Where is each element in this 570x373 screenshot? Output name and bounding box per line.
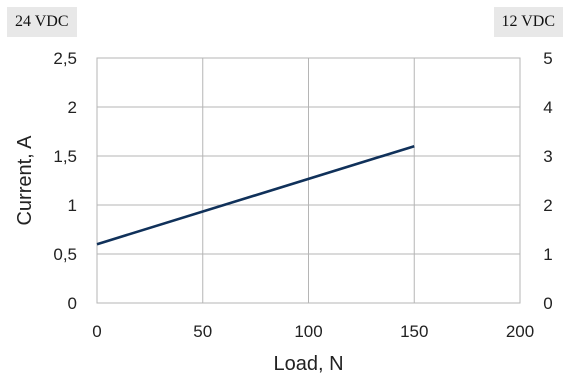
y-tick-label-left: 2,5 (53, 49, 77, 68)
series-layer (96, 144, 415, 246)
x-tick-label: 150 (400, 322, 428, 341)
y-tick-label-left: 1,5 (53, 147, 77, 166)
voltage-badge-12vdc: 12 VDC (493, 7, 563, 37)
y-tick-label-right: 2 (543, 196, 552, 215)
y-tick-label-right: 5 (543, 49, 552, 68)
x-tick-label: 200 (506, 322, 534, 341)
x-tick-label: 100 (294, 322, 322, 341)
y-tick-label-right: 4 (543, 98, 552, 117)
y-axis-label: Current, A (14, 135, 36, 226)
plot-area-frame (96, 57, 521, 304)
y-tick-label-left: 1 (68, 196, 77, 215)
tick-labels: 0 50 100 150 200 0 0,5 1 1,5 2 2,5 0 1 2 3 4 5 (53, 49, 552, 341)
y-tick-label-right: 1 (543, 245, 552, 264)
y-tick-label-right: 3 (543, 147, 552, 166)
x-tick-label: 50 (193, 322, 212, 341)
y-tick-label-left: 0,5 (53, 245, 77, 264)
voltage-badge-24vdc: 24 VDC (7, 7, 77, 37)
y-tick-label-left: 2 (68, 98, 77, 117)
y-tick-label-right: 0 (543, 294, 552, 313)
y-tick-label-left: 0 (68, 294, 77, 313)
grid-lines (97, 58, 520, 303)
x-tick-label: 0 (92, 322, 101, 341)
series-line (96, 144, 415, 246)
x-axis-label: Load, N (273, 353, 343, 373)
